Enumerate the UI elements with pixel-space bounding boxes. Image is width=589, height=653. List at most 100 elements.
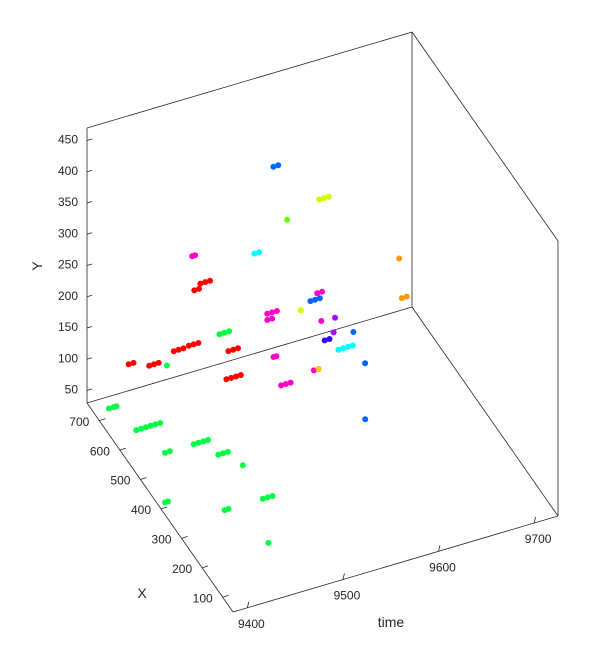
data-point	[225, 348, 232, 355]
axes-box-edge	[411, 31, 559, 242]
x-tick-label: 500	[110, 474, 130, 488]
y-tick-label: 100	[58, 351, 78, 365]
data-point	[202, 279, 209, 286]
data-point	[256, 249, 263, 256]
data-point	[398, 295, 405, 302]
data-point	[316, 295, 323, 302]
y-tick-mark	[86, 169, 93, 173]
y-tick-mark	[86, 263, 93, 266]
data-point	[362, 416, 369, 423]
x-tick-label: 600	[90, 444, 110, 458]
data-point	[170, 348, 177, 355]
data-point	[105, 405, 112, 412]
y-axis-title: Y	[29, 261, 45, 271]
data-point	[138, 425, 145, 432]
y-tick-label: 400	[58, 164, 78, 178]
time-tick-mark	[342, 573, 345, 580]
data-point	[166, 448, 173, 455]
data-point	[163, 362, 170, 369]
axes-box-edge	[86, 31, 413, 129]
x-tick-mark	[160, 506, 168, 510]
data-point	[195, 439, 202, 446]
time-axis-title: time	[378, 614, 405, 630]
data-point	[264, 310, 271, 317]
data-point	[125, 361, 132, 368]
data-point	[192, 252, 199, 259]
data-point	[180, 345, 187, 352]
data-point	[362, 360, 369, 367]
data-point	[297, 307, 304, 314]
data-point	[278, 382, 285, 389]
data-point	[146, 362, 153, 369]
y-tick-label: 450	[58, 133, 78, 147]
data-point	[265, 539, 272, 546]
y-tick-mark	[86, 388, 93, 391]
data-point	[269, 493, 276, 499]
y-tick-mark	[86, 201, 93, 204]
y-tick-label: 150	[58, 320, 78, 334]
data-point	[190, 441, 197, 448]
data-point	[237, 372, 244, 378]
data-point	[264, 317, 271, 323]
data-point	[287, 379, 294, 386]
data-point	[251, 250, 258, 257]
time-tick-label: 9700	[525, 532, 552, 546]
data-point	[205, 437, 211, 443]
data-point	[310, 367, 317, 374]
data-point	[273, 353, 280, 360]
data-point	[147, 422, 154, 429]
data-point	[191, 287, 198, 294]
data-point	[312, 296, 319, 303]
axes-box-edge	[86, 306, 413, 404]
data-point	[233, 373, 239, 380]
x-tick-label: 700	[69, 415, 89, 429]
data-point	[259, 495, 266, 502]
y-tick-label: 200	[58, 289, 78, 303]
data-point	[195, 340, 202, 346]
y-tick-mark	[86, 138, 93, 141]
axes-box-edge	[411, 306, 559, 517]
data-point	[239, 462, 246, 469]
data-point	[226, 328, 233, 335]
data-point	[113, 403, 120, 410]
data-point	[185, 342, 192, 349]
data-point	[325, 193, 332, 200]
data-point	[321, 337, 328, 344]
data-point	[340, 345, 347, 352]
data-point	[318, 318, 325, 324]
y-tick-label: 350	[58, 195, 78, 209]
data-points	[105, 162, 410, 546]
x-tick-label: 400	[131, 503, 151, 517]
time-tick-label: 9600	[429, 560, 456, 574]
data-point	[273, 308, 280, 314]
y-tick-mark	[86, 232, 93, 235]
data-point	[316, 196, 323, 203]
x-axis-ticks: 100 200 300 400 500 600 700	[69, 415, 229, 605]
data-point	[230, 346, 237, 353]
data-point	[165, 498, 171, 505]
data-point	[330, 329, 337, 336]
data-point	[224, 448, 231, 455]
data-point	[326, 336, 333, 342]
data-point	[162, 449, 168, 456]
data-point	[152, 421, 159, 428]
y-axis-ticks: 50 100 150 200 250 300 350 400 450	[58, 133, 93, 397]
time-tick-mark	[438, 545, 441, 552]
data-point	[200, 438, 207, 445]
data-point	[335, 346, 342, 353]
data-point	[225, 505, 232, 512]
data-point	[319, 288, 325, 295]
data-point	[269, 315, 276, 322]
x-tick-mark	[119, 447, 127, 451]
data-point	[220, 450, 227, 457]
data-point	[264, 494, 271, 501]
axes-box-edge	[232, 515, 559, 613]
x-tick-label: 200	[172, 562, 192, 576]
data-point	[228, 374, 235, 381]
data-point	[350, 329, 357, 335]
data-point	[133, 427, 140, 434]
y-tick-label: 300	[58, 226, 78, 240]
data-point	[275, 162, 282, 169]
y-tick-mark	[86, 294, 93, 298]
